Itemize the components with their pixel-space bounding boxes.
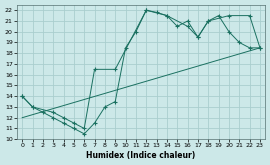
X-axis label: Humidex (Indice chaleur): Humidex (Indice chaleur) — [86, 151, 196, 160]
